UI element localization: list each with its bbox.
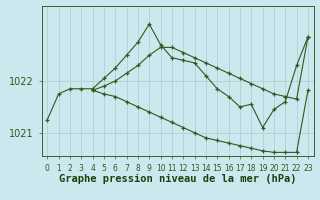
X-axis label: Graphe pression niveau de la mer (hPa): Graphe pression niveau de la mer (hPa) [59,174,296,184]
